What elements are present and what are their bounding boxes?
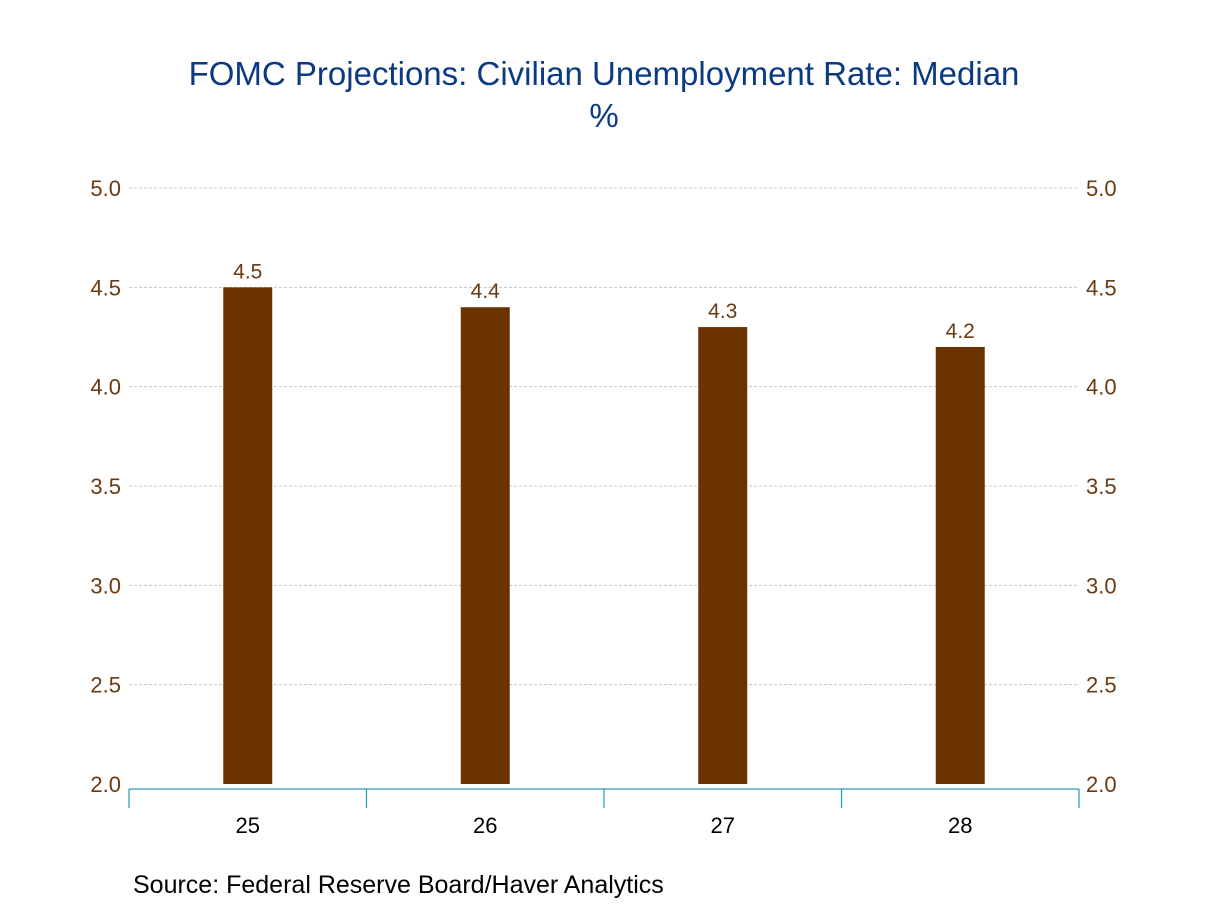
bar	[460, 307, 510, 784]
y-tick-label-right: 2.0	[1086, 772, 1117, 797]
chart-title: FOMC Projections: Civilian Unemployment …	[188, 55, 1020, 92]
bars	[223, 287, 985, 784]
y-tick-label-left: 3.0	[90, 573, 121, 598]
data-label: 4.3	[708, 300, 737, 323]
y-tick-label-left: 3.5	[90, 474, 121, 499]
data-labels: 4.5 4.4 4.3 4.2	[233, 260, 975, 343]
x-tick-label: 27	[711, 813, 735, 838]
data-label: 4.4	[471, 280, 501, 303]
bar	[223, 287, 273, 784]
x-axis: 25 26 27 28	[128, 788, 1080, 838]
bar	[698, 327, 748, 784]
y-tick-label-right: 3.0	[1086, 573, 1117, 598]
gridlines	[129, 187, 1079, 686]
data-label: 4.2	[946, 320, 975, 343]
source-note: Source: Federal Reserve Board/Haver Anal…	[133, 871, 664, 899]
y-tick-label-left: 2.0	[90, 772, 121, 797]
y-tick-label-right: 3.5	[1086, 474, 1117, 499]
chart-subtitle-units: %	[589, 97, 619, 134]
bar	[935, 346, 985, 784]
y-tick-label-left: 5.0	[90, 176, 121, 201]
data-label: 4.5	[233, 260, 262, 283]
x-tick-label: 26	[473, 813, 497, 838]
y-tick-label-left: 4.0	[90, 375, 121, 400]
y-tick-label-left: 4.5	[90, 275, 121, 300]
y-tick-label-right: 5.0	[1086, 176, 1117, 201]
x-tick-label: 25	[236, 813, 260, 838]
y-axis-right: 2.0 2.5 3.0 3.5 4.0 4.5 5.0	[1086, 176, 1117, 797]
y-tick-label-right: 4.0	[1086, 375, 1117, 400]
y-axis-left: 2.0 2.5 3.0 3.5 4.0 4.5 5.0	[90, 176, 121, 797]
y-tick-label-left: 2.5	[90, 673, 121, 698]
x-tick-label: 28	[948, 813, 972, 838]
y-tick-label-right: 4.5	[1086, 275, 1117, 300]
y-tick-label-right: 2.5	[1086, 673, 1117, 698]
